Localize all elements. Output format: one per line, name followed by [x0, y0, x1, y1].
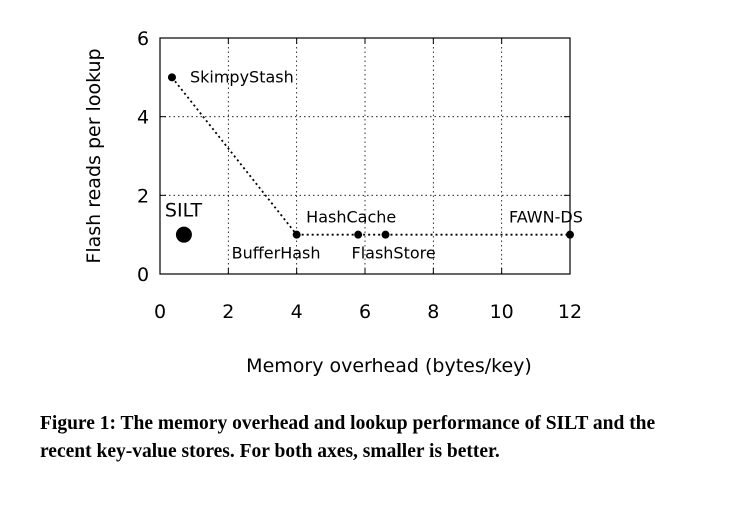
x-tick-label: 8 — [427, 301, 439, 323]
x-tick-label: 2 — [222, 301, 234, 323]
data-point — [566, 230, 574, 239]
x-axis-label: Memory overhead (bytes/key) — [246, 355, 532, 377]
point-label: FlashStore — [352, 244, 436, 263]
y-axis-label: Flash reads per lookup — [83, 48, 105, 263]
x-tick-labels: 0 2 4 6 8 10 12 — [154, 301, 582, 323]
point-labels: SkimpyStash BufferHash HashCache FlashStore… — [165, 67, 583, 262]
x-tick-label: 6 — [359, 301, 371, 323]
y-tick-label: 6 — [137, 28, 149, 50]
point-label: FAWN-DS — [509, 208, 583, 227]
axis-ticks — [159, 37, 571, 275]
point-label: HashCache — [306, 208, 396, 227]
silt-label: SILT — [165, 200, 203, 222]
data-point — [292, 230, 301, 239]
x-tick-label: 0 — [154, 301, 166, 323]
y-tick-label: 4 — [137, 107, 149, 129]
point-label: BufferHash — [232, 244, 321, 263]
silt-point — [175, 226, 192, 243]
data-points — [167, 73, 574, 243]
x-tick-label: 4 — [291, 301, 303, 323]
data-point — [167, 73, 176, 82]
x-tick-label: 10 — [490, 301, 514, 323]
chart: 0 2 4 6 8 10 12 0 2 4 6 SkimpyStash BufferHash Hash… — [83, 28, 583, 377]
series-line-segment — [171, 76, 298, 236]
y-tick-labels: 0 2 4 6 — [137, 28, 149, 286]
point-label: SkimpyStash — [190, 67, 294, 86]
data-point — [381, 230, 390, 239]
x-tick-label: 12 — [558, 301, 582, 323]
grid-lines — [160, 38, 570, 274]
data-point — [354, 230, 363, 239]
y-tick-label: 0 — [137, 264, 149, 286]
y-tick-label: 2 — [137, 185, 149, 207]
series-lines — [171, 76, 570, 236]
figure-caption: Figure 1: The memory overhead and lookup… — [40, 413, 656, 462]
